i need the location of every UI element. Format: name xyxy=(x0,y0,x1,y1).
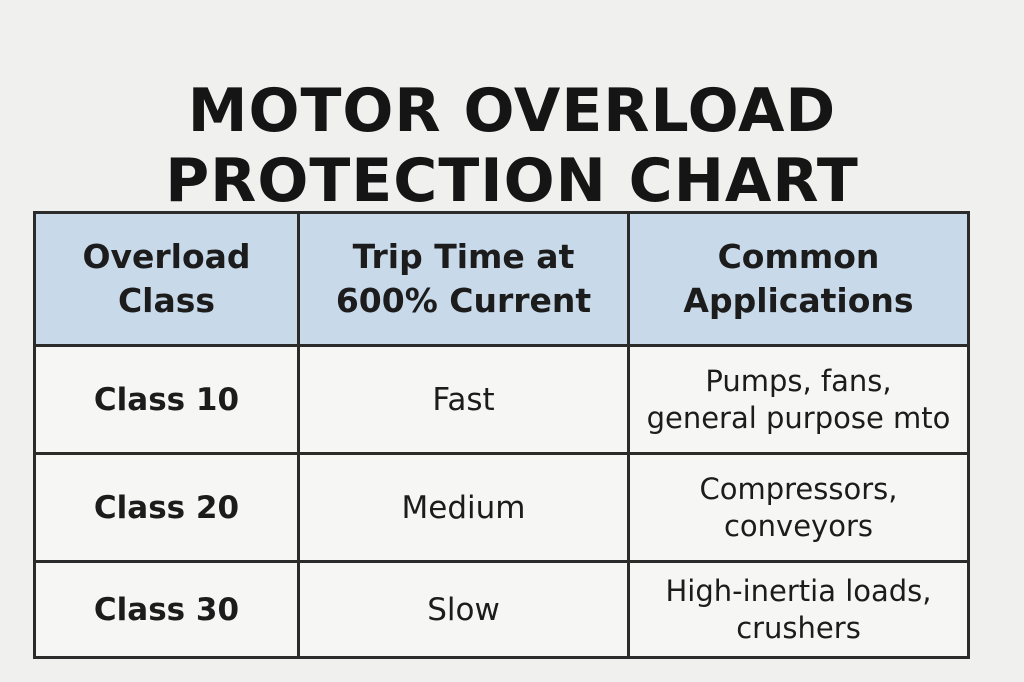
cell-overload-class: Class 10 xyxy=(33,343,300,456)
cell-trip-time: Fast xyxy=(297,343,630,456)
cell-overload-class: Class 30 xyxy=(33,560,300,659)
cell-trip-time: Medium xyxy=(297,452,630,564)
cell-applications: Compressors, conveyors xyxy=(627,452,970,564)
overload-table: Overload Class Trip Time at 600% Current… xyxy=(33,211,970,659)
applications-line: Compressors, xyxy=(699,471,898,506)
header-row: Overload Class Trip Time at 600% Current… xyxy=(33,211,970,347)
header-label-line: Class xyxy=(117,281,216,320)
cell-trip-time: Slow xyxy=(297,560,630,659)
cell-applications: High-inertia loads, crushers xyxy=(627,560,970,659)
table-row: Class 10 Fast Pumps, fans, general purpo… xyxy=(33,343,970,456)
applications-line: Pumps, fans, xyxy=(705,363,892,398)
header-label-line: Trip Time at xyxy=(352,237,575,276)
header-label-line: 600% Current xyxy=(335,281,592,320)
applications-line: conveyors xyxy=(723,508,873,543)
applications-line: general purpose mto xyxy=(646,400,951,435)
applications-line: crushers xyxy=(736,610,861,645)
header-label-line: Overload xyxy=(82,237,251,276)
header-label-line: Common xyxy=(717,237,880,276)
cell-overload-class: Class 20 xyxy=(33,452,300,564)
title-line-2: PROTECTION CHART xyxy=(165,146,859,217)
table-body: Class 10 Fast Pumps, fans, general purpo… xyxy=(33,343,970,659)
title-line-1: MOTOR OVERLOAD xyxy=(187,76,837,147)
table-row: Class 30 Slow High-inertia loads, crushe… xyxy=(33,560,970,659)
table-row: Class 20 Medium Compressors, conveyors xyxy=(33,452,970,564)
header-label-line: Applications xyxy=(683,281,914,320)
header-trip-time: Trip Time at 600% Current xyxy=(297,211,630,347)
applications-line: High-inertia loads, xyxy=(665,573,932,608)
page-title: MOTOR OVERLOAD PROTECTION CHART xyxy=(0,76,1024,216)
table-header: Overload Class Trip Time at 600% Current… xyxy=(33,211,970,347)
cell-applications: Pumps, fans, general purpose mto xyxy=(627,343,970,456)
header-overload-class: Overload Class xyxy=(33,211,300,347)
header-common-applications: Common Applications xyxy=(627,211,970,347)
